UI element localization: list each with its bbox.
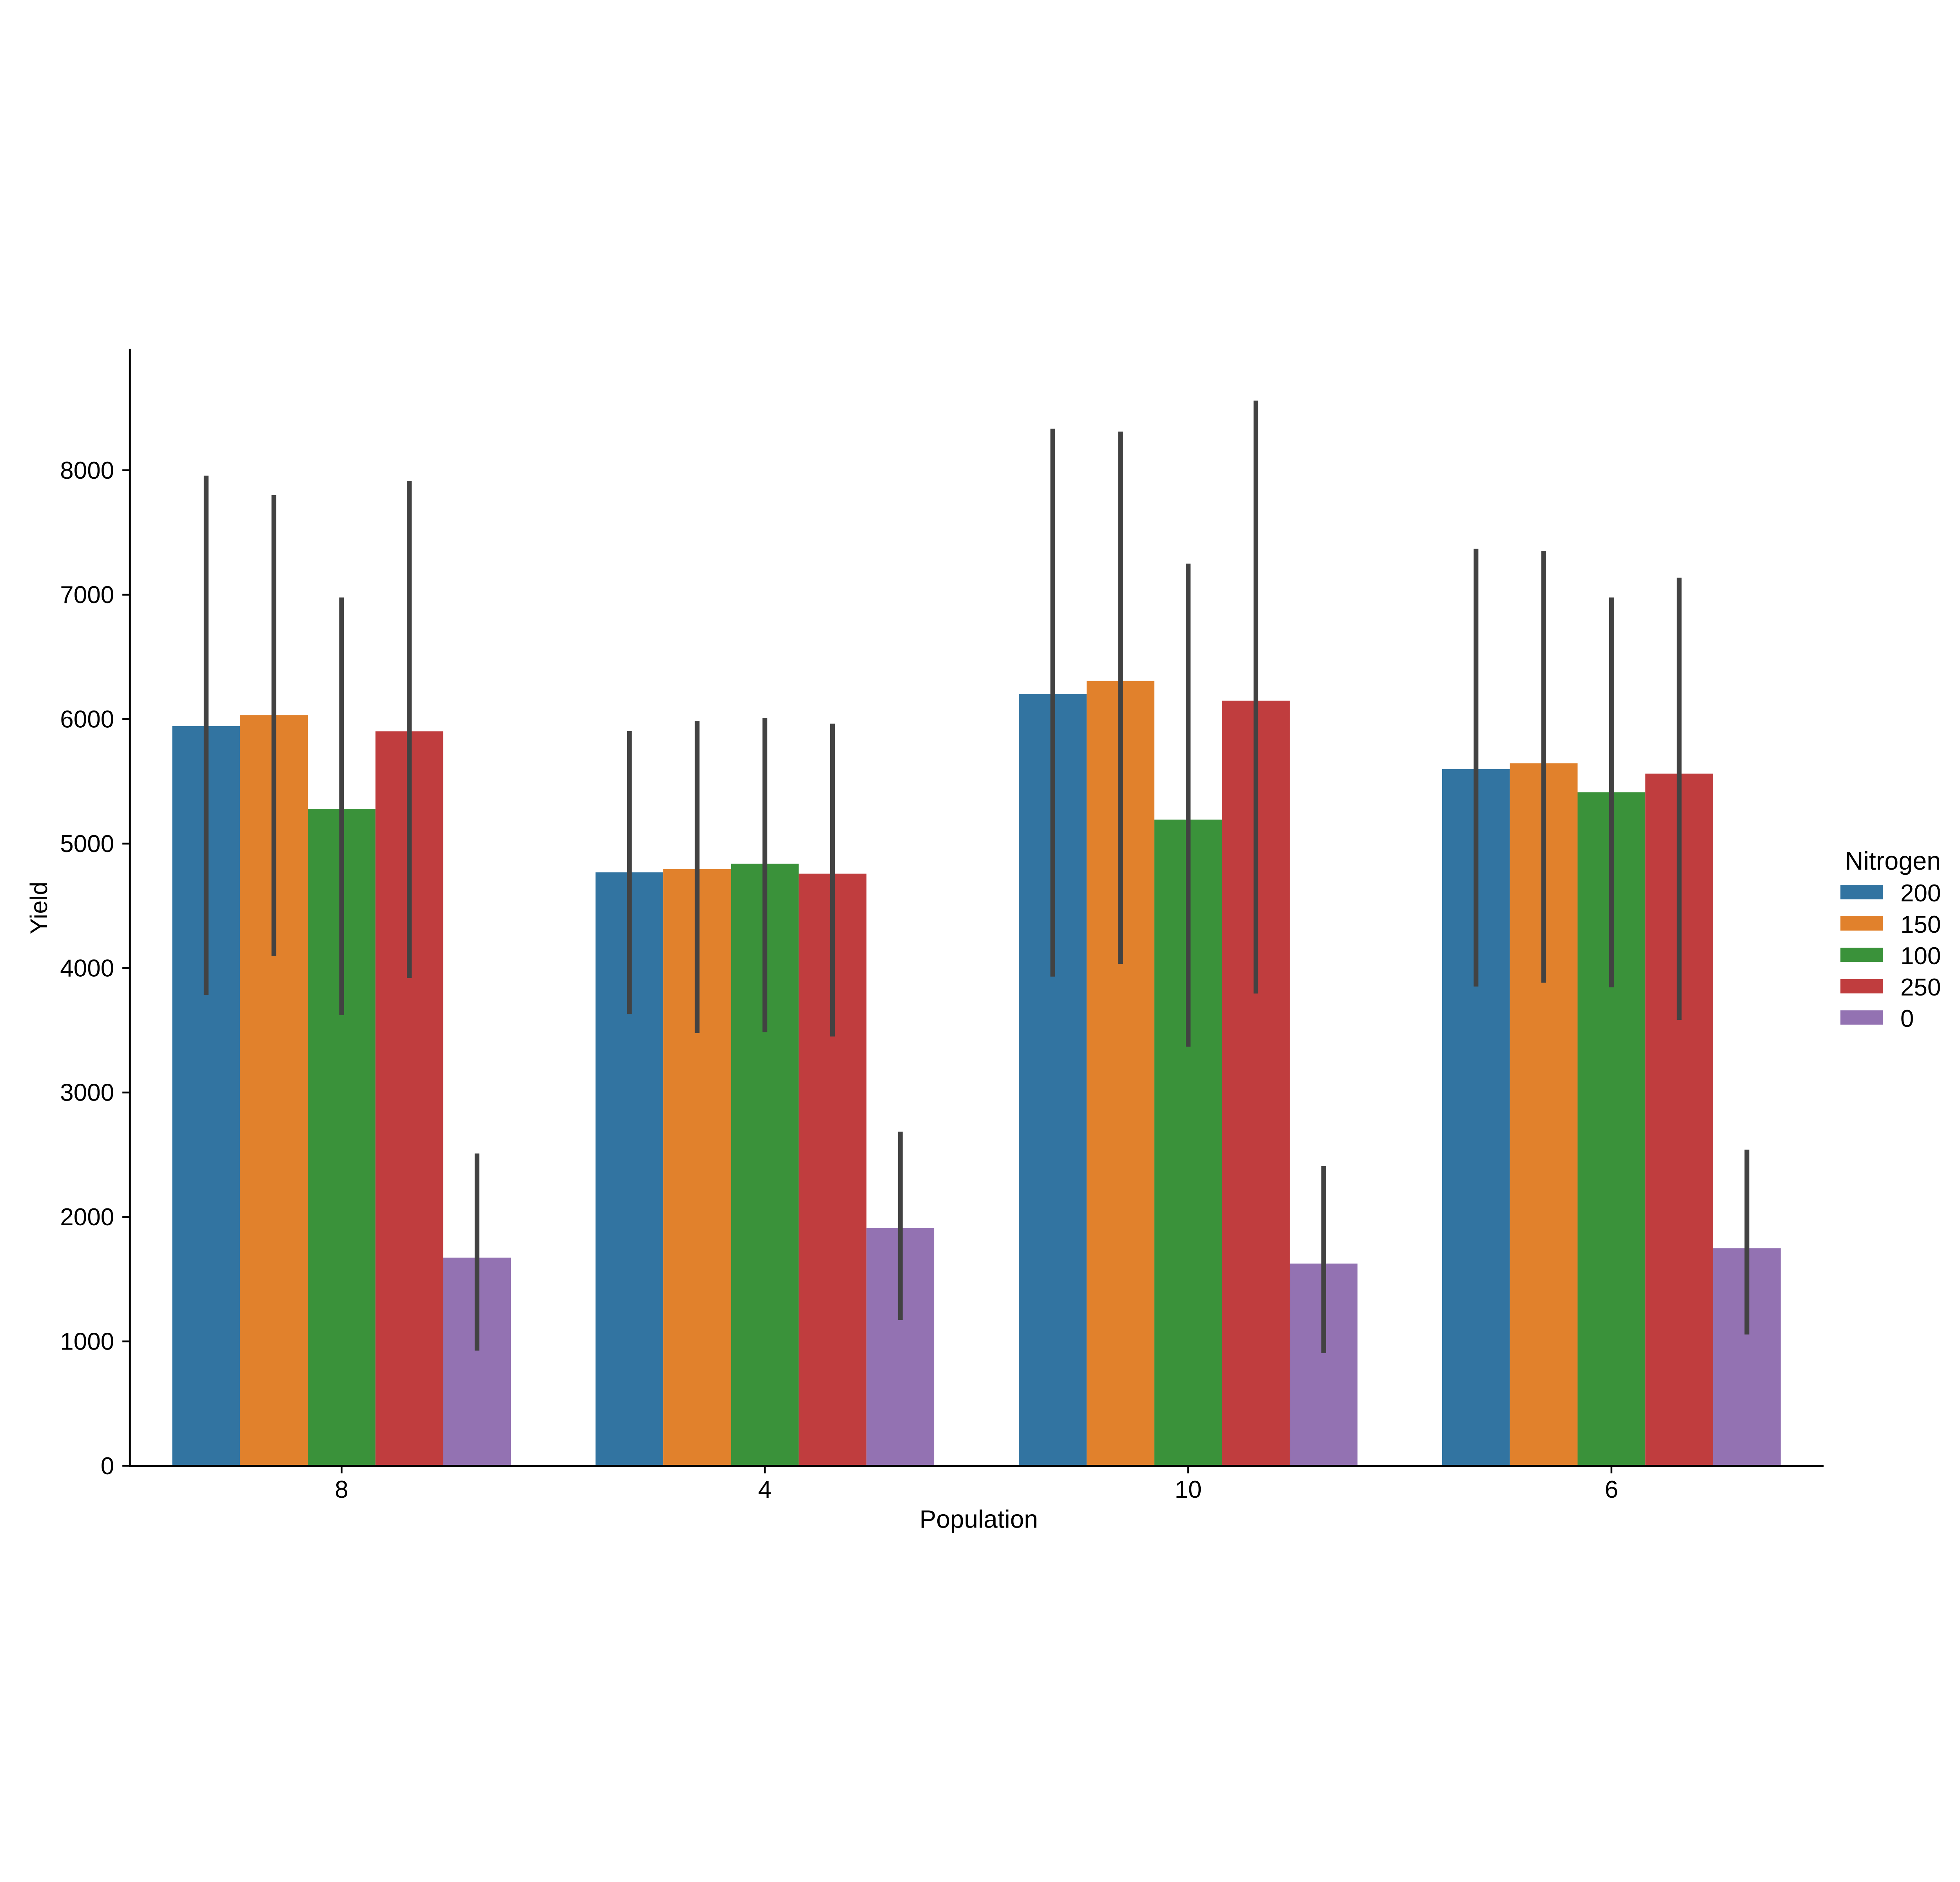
svg-text:0: 0 (101, 1453, 114, 1480)
svg-text:Yield: Yield (25, 882, 53, 934)
svg-text:0: 0 (1900, 1005, 1914, 1032)
svg-text:7000: 7000 (60, 581, 114, 609)
svg-text:250: 250 (1900, 974, 1941, 1001)
svg-text:200: 200 (1900, 880, 1941, 907)
svg-text:4000: 4000 (60, 955, 114, 982)
svg-text:10: 10 (1175, 1476, 1202, 1503)
svg-text:8000: 8000 (60, 457, 114, 484)
svg-text:3000: 3000 (60, 1079, 114, 1106)
svg-text:4: 4 (758, 1476, 772, 1503)
svg-text:Population: Population (920, 1505, 1038, 1533)
svg-text:100: 100 (1900, 943, 1941, 970)
svg-text:Nitrogen: Nitrogen (1845, 847, 1941, 875)
svg-text:2000: 2000 (60, 1204, 114, 1231)
svg-text:5000: 5000 (60, 830, 114, 857)
svg-text:150: 150 (1900, 911, 1941, 938)
svg-text:6000: 6000 (60, 706, 114, 733)
svg-text:8: 8 (335, 1476, 348, 1503)
svg-text:6: 6 (1605, 1476, 1619, 1503)
svg-text:1000: 1000 (60, 1328, 114, 1355)
